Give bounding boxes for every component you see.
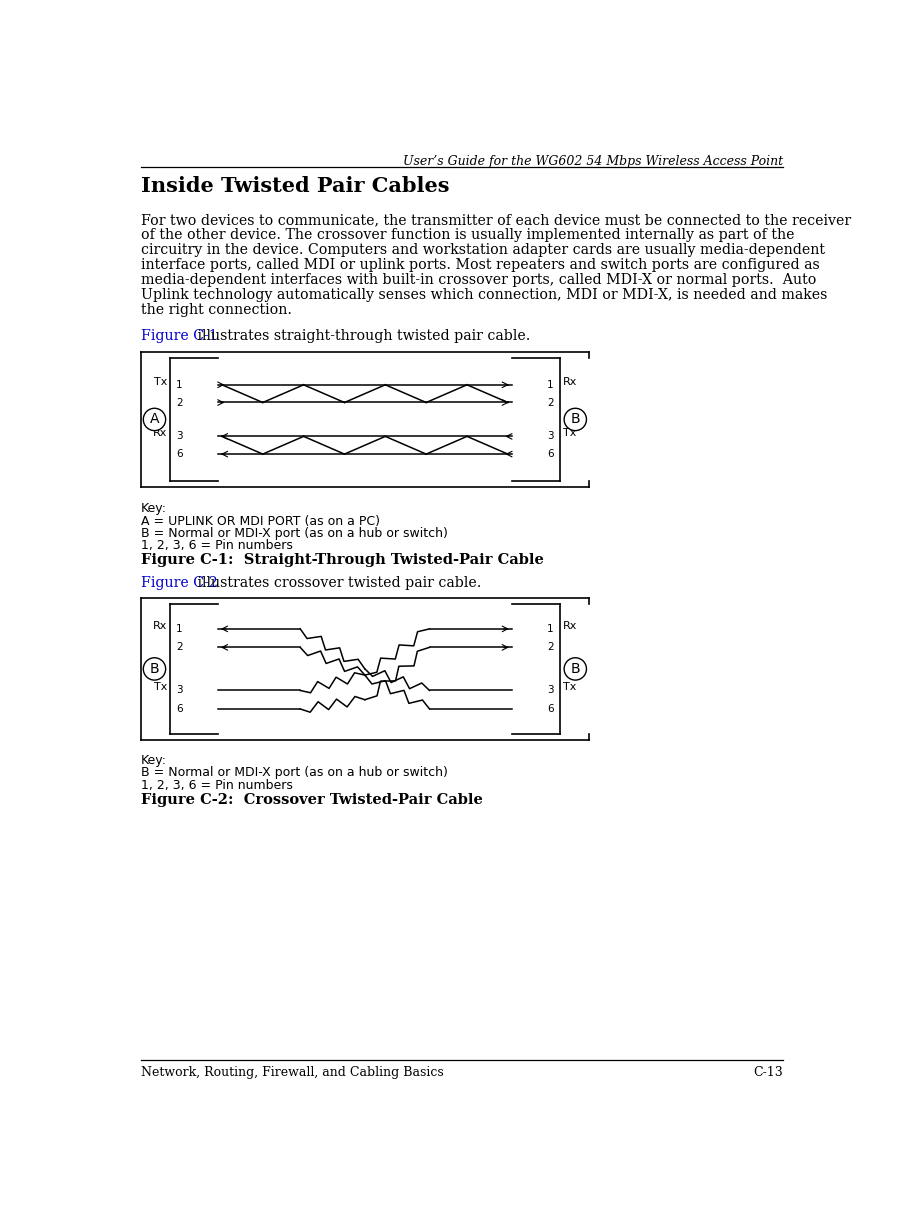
Text: Network, Routing, Firewall, and Cabling Basics: Network, Routing, Firewall, and Cabling …	[141, 1066, 443, 1079]
Text: Key:: Key:	[141, 754, 167, 767]
Text: Rx: Rx	[563, 377, 578, 386]
Text: User’s Guide for the WG602 54 Mbps Wireless Access Point: User’s Guide for the WG602 54 Mbps Wirel…	[403, 155, 783, 167]
Text: Figure C-1: Figure C-1	[141, 329, 217, 343]
Text: 3: 3	[177, 685, 183, 695]
Text: Tx: Tx	[563, 429, 577, 438]
Text: 3: 3	[547, 685, 553, 695]
Text: Figure C-2: Figure C-2	[141, 576, 217, 590]
Text: 1: 1	[547, 380, 553, 390]
Text: 1: 1	[177, 624, 183, 633]
Text: Rx: Rx	[563, 621, 578, 631]
Text: A: A	[150, 413, 159, 426]
Text: interface ports, called MDI or uplink ports. Most repeaters and switch ports are: interface ports, called MDI or uplink po…	[141, 258, 819, 272]
Text: 3: 3	[547, 431, 553, 441]
Text: 1: 1	[547, 624, 553, 633]
Text: Tx: Tx	[153, 377, 167, 386]
Text: B: B	[570, 662, 580, 676]
Text: 6: 6	[547, 449, 553, 459]
Text: Tx: Tx	[153, 683, 167, 693]
Text: 2: 2	[547, 397, 553, 407]
Text: media-dependent interfaces with built-in crossover ports, called MDI-X or normal: media-dependent interfaces with built-in…	[141, 274, 816, 287]
Text: B: B	[150, 662, 159, 676]
Text: illustrates crossover twisted pair cable.: illustrates crossover twisted pair cable…	[193, 576, 482, 590]
Text: 1: 1	[177, 380, 183, 390]
Text: the right connection.: the right connection.	[141, 303, 292, 317]
Text: 3: 3	[177, 431, 183, 441]
Text: Key:: Key:	[141, 503, 167, 515]
Text: 2: 2	[547, 642, 553, 653]
Text: B = Normal or MDI-X port (as on a hub or switch): B = Normal or MDI-X port (as on a hub or…	[141, 767, 448, 780]
Text: of the other device. The crossover function is usually implemented internally as: of the other device. The crossover funct…	[141, 228, 794, 242]
Text: 1, 2, 3, 6 = Pin numbers: 1, 2, 3, 6 = Pin numbers	[141, 779, 293, 792]
Text: 6: 6	[177, 449, 183, 459]
Text: Rx: Rx	[152, 429, 167, 438]
Text: B: B	[570, 413, 580, 426]
Text: Figure C-2:  Crossover Twisted-Pair Cable: Figure C-2: Crossover Twisted-Pair Cable	[141, 792, 482, 807]
Text: A = UPLINK OR MDI PORT (as on a PC): A = UPLINK OR MDI PORT (as on a PC)	[141, 515, 379, 528]
Text: Uplink technology automatically senses which connection, MDI or MDI-X, is needed: Uplink technology automatically senses w…	[141, 288, 827, 303]
Text: 2: 2	[177, 397, 183, 407]
Text: illustrates straight-through twisted pair cable.: illustrates straight-through twisted pai…	[193, 329, 531, 343]
Text: C-13: C-13	[753, 1066, 783, 1079]
Text: Inside Twisted Pair Cables: Inside Twisted Pair Cables	[141, 176, 449, 196]
Text: 1, 2, 3, 6 = Pin numbers: 1, 2, 3, 6 = Pin numbers	[141, 539, 293, 552]
Text: Rx: Rx	[152, 621, 167, 631]
Text: Figure C-1:  Straight-Through Twisted-Pair Cable: Figure C-1: Straight-Through Twisted-Pai…	[141, 553, 543, 567]
Text: 6: 6	[177, 704, 183, 714]
Text: B = Normal or MDI-X port (as on a hub or switch): B = Normal or MDI-X port (as on a hub or…	[141, 527, 448, 540]
Text: For two devices to communicate, the transmitter of each device must be connected: For two devices to communicate, the tran…	[141, 213, 851, 228]
Text: 2: 2	[177, 642, 183, 653]
Text: 6: 6	[547, 704, 553, 714]
Text: circuitry in the device. Computers and workstation adapter cards are usually med: circuitry in the device. Computers and w…	[141, 243, 824, 257]
Text: Tx: Tx	[563, 683, 577, 693]
